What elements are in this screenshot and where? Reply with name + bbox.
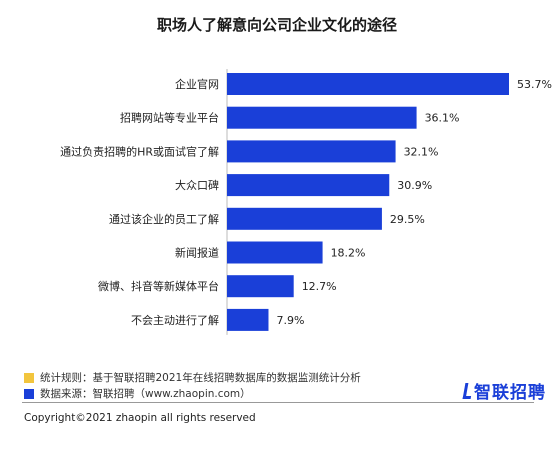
category-label: 通过该企业的员工了解 — [109, 212, 219, 226]
category-label: 企业官网 — [175, 77, 219, 91]
data-label: 30.9% — [397, 179, 432, 192]
bar — [227, 207, 382, 230]
data-source-note: 数据来源：智联招聘（www.zhaopin.com） — [24, 386, 251, 401]
logo-mark-icon — [462, 382, 474, 399]
data-label: 29.5% — [390, 213, 425, 226]
data-label: 18.2% — [331, 247, 366, 260]
bar — [227, 106, 417, 129]
data-label: 36.1% — [425, 112, 460, 125]
category-label: 新闻报道 — [175, 246, 219, 260]
data-label: 32.1% — [404, 145, 439, 158]
data-source-text: 数据来源：智联招聘（www.zhaopin.com） — [40, 388, 251, 400]
bar — [227, 241, 323, 264]
category-label: 通过负责招聘的HR或面试官了解 — [60, 144, 219, 158]
rule-legend-square — [24, 372, 34, 383]
category-label: 不会主动进行了解 — [131, 313, 219, 327]
bar — [227, 275, 294, 298]
source-legend-square — [24, 388, 34, 399]
bar — [227, 73, 509, 95]
category-label: 招聘网站等专业平台 — [120, 111, 219, 125]
logo-text: 智联招聘 — [474, 383, 546, 403]
bar — [227, 140, 396, 163]
stat-rule-text: 统计规则：基于智联招聘2021年在线招聘数据库的数据监测统计分析 — [40, 372, 361, 384]
stat-rule-note: 统计规则：基于智联招聘2021年在线招聘数据库的数据监测统计分析 — [24, 370, 361, 385]
chart-title: 职场人了解意向公司企业文化的途径 — [156, 16, 397, 34]
divider — [22, 402, 534, 403]
zhaopin-logo: 智联招聘 — [462, 378, 546, 403]
copyright-text: Copyright©2021 zhaopin all rights reserv… — [24, 412, 256, 424]
category-label: 大众口碑 — [175, 178, 219, 192]
data-label: 53.7% — [517, 78, 552, 91]
bar — [227, 308, 269, 331]
category-label: 微博、抖音等新媒体平台 — [98, 279, 219, 293]
bar-chart: 企业官网 53.7% 招聘网站等专业平台 36.1% 通过负责招聘的HR或面试官了解 32… — [60, 69, 552, 335]
bar — [227, 174, 390, 197]
data-label: 7.9% — [276, 314, 304, 327]
data-label: 12.7% — [302, 280, 337, 293]
